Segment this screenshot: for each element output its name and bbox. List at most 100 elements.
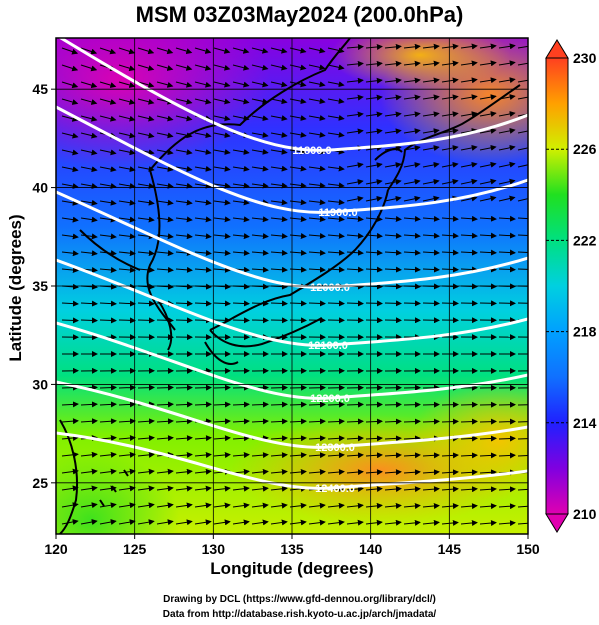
wind-arrow bbox=[422, 111, 440, 118]
wind-arrow bbox=[479, 469, 497, 476]
wind-arrow bbox=[118, 98, 136, 105]
y-tick-label: 30 bbox=[32, 376, 48, 392]
wind-arrow bbox=[156, 199, 174, 206]
wind-arrow bbox=[422, 161, 440, 168]
wind-arrow bbox=[289, 233, 307, 240]
wind-arrow bbox=[498, 111, 516, 117]
wind-arrow bbox=[403, 502, 421, 509]
wind-arrow bbox=[137, 216, 155, 223]
wind-arrow bbox=[517, 79, 528, 83]
wind-arrow bbox=[270, 216, 288, 223]
wind-arrow bbox=[498, 486, 516, 493]
wind-arrow bbox=[365, 249, 383, 256]
wind-arrow bbox=[118, 149, 136, 156]
y-tick-label: 40 bbox=[32, 180, 48, 196]
wind-arrow bbox=[460, 469, 478, 476]
wind-arrow bbox=[289, 47, 307, 54]
wind-arrow bbox=[118, 485, 136, 492]
wind-arrow bbox=[289, 115, 307, 121]
wind-arrow bbox=[422, 195, 440, 202]
wind-arrow bbox=[80, 250, 98, 257]
wind-arrow bbox=[251, 418, 269, 425]
wind-arrow bbox=[517, 130, 528, 134]
wind-arrow bbox=[308, 131, 326, 138]
wind-arrow bbox=[213, 216, 231, 223]
wind-arrow bbox=[270, 165, 288, 172]
wind-arrow bbox=[384, 486, 402, 493]
wind-arrow bbox=[384, 60, 402, 67]
wind-arrow bbox=[61, 81, 79, 89]
wind-arrow bbox=[498, 77, 516, 84]
wind-arrow bbox=[365, 418, 383, 425]
wind-arrow bbox=[346, 111, 364, 118]
wind-arrow bbox=[194, 233, 212, 240]
wind-arrow bbox=[384, 266, 402, 273]
wind-arrow bbox=[422, 452, 440, 459]
wind-arrow bbox=[80, 64, 98, 72]
wind-arrow bbox=[403, 401, 421, 408]
wind-arrow bbox=[460, 486, 478, 493]
wind-arrow bbox=[365, 94, 383, 101]
wind-arrow bbox=[460, 60, 478, 67]
wind-arrow bbox=[422, 519, 440, 526]
wind-arrow bbox=[403, 486, 421, 493]
wind-arrow bbox=[194, 199, 212, 206]
wind-arrow bbox=[270, 418, 288, 425]
wind-arrow bbox=[232, 148, 250, 155]
wind-arrow bbox=[80, 47, 98, 55]
height-contour bbox=[56, 105, 528, 214]
wind-arrow bbox=[156, 502, 174, 509]
wind-arrow bbox=[80, 300, 98, 307]
wind-arrow bbox=[118, 233, 136, 240]
wind-arrow bbox=[441, 249, 459, 256]
wind-arrow bbox=[289, 98, 307, 105]
wind-arrow bbox=[422, 77, 440, 84]
colorbar-tick-label: 214 bbox=[573, 415, 597, 431]
wind-arrow bbox=[327, 300, 345, 307]
wind-arrow bbox=[251, 115, 269, 122]
wind-arrow bbox=[308, 98, 326, 105]
wind-arrow bbox=[422, 215, 440, 222]
wind-arrow bbox=[517, 147, 528, 151]
wind-arrow bbox=[422, 145, 440, 151]
wind-arrow bbox=[346, 469, 364, 476]
wind-arrow bbox=[517, 234, 528, 237]
wind-arrow bbox=[194, 47, 212, 54]
wind-arrow bbox=[270, 300, 288, 307]
wind-arrow bbox=[156, 182, 174, 189]
wind-arrow bbox=[61, 468, 79, 475]
wind-arrow bbox=[403, 178, 421, 185]
wind-arrow bbox=[270, 452, 288, 459]
wind-arrow bbox=[175, 81, 193, 88]
wind-arrow bbox=[289, 131, 307, 138]
wind-arrow bbox=[460, 94, 478, 101]
wind-arrow bbox=[61, 166, 79, 173]
wind-arrow bbox=[175, 149, 193, 156]
contour-label: 12300.0 bbox=[315, 442, 355, 454]
wind-arrow bbox=[175, 64, 193, 71]
wind-arrow bbox=[517, 438, 528, 440]
wind-arrow bbox=[498, 60, 516, 67]
wind-arrow bbox=[118, 199, 136, 206]
wind-arrow bbox=[61, 300, 79, 307]
wind-arrow bbox=[99, 519, 117, 526]
wind-arrow bbox=[156, 132, 174, 139]
wind-arrow bbox=[80, 451, 98, 458]
wind-arrow bbox=[479, 178, 497, 185]
wind-arrow bbox=[232, 502, 250, 509]
wind-arrow bbox=[137, 47, 155, 55]
colorbar: 210 214 218 222 226 230 bbox=[545, 39, 597, 533]
wind-arrow bbox=[403, 77, 421, 84]
wind-arrow bbox=[118, 502, 136, 509]
wind-arrow bbox=[156, 418, 174, 425]
wind-arrow bbox=[270, 266, 288, 273]
wind-arrow bbox=[460, 452, 478, 459]
wind-arrow bbox=[498, 266, 516, 273]
wind-arrow bbox=[441, 215, 459, 222]
wind-arrow bbox=[346, 519, 364, 526]
wind-arrow bbox=[327, 216, 345, 223]
wind-arrow bbox=[327, 81, 345, 88]
wind-arrow bbox=[213, 250, 231, 256]
wind-arrow bbox=[61, 98, 79, 105]
wind-arrow bbox=[137, 64, 155, 71]
